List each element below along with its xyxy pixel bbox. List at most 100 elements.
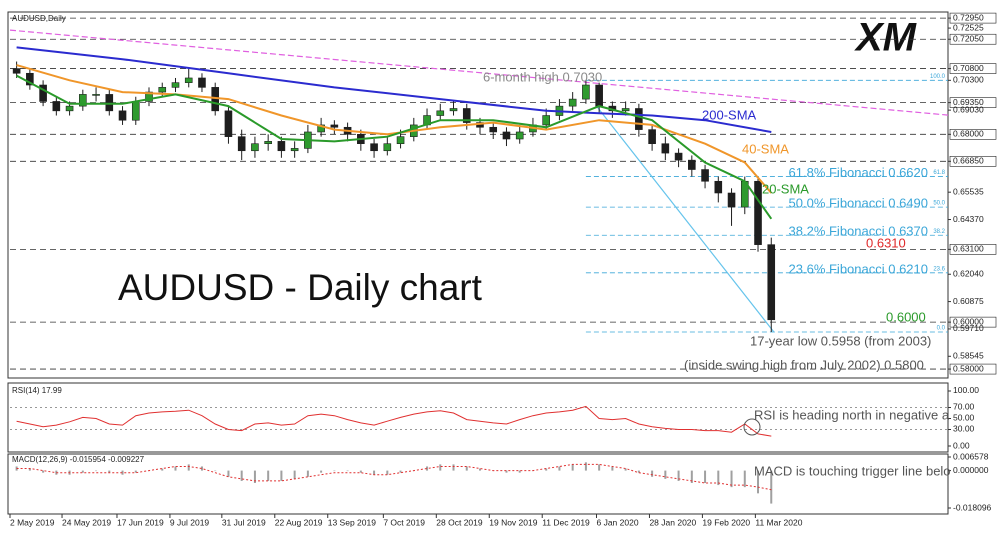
macd-bar [505,470,508,473]
sma-label: 20-SMA [762,181,809,196]
fib-tag: 100.0 [930,74,946,80]
candle-body [542,115,550,126]
y-tick-label: 0.58545 [953,351,984,361]
x-tick-label: 28 Jan 2020 [649,517,696,527]
y-tick-label: 0.60000 [953,316,984,326]
candle-body [118,110,127,121]
x-tick-label: 17 Jun 2019 [117,517,164,527]
macd-bar [584,462,587,471]
macd-bar [690,470,693,483]
rsi-title: RSI(14) 17.99 [12,386,62,395]
y-tick-label: 30.00 [953,424,975,434]
macd-bar [611,466,614,471]
y-tick-label: 0.64370 [953,214,984,224]
macd-bar [240,470,243,481]
macd-bar [651,470,654,477]
annotation: RSI is heading north in negative a [754,407,950,422]
macd-bar [306,470,309,477]
annotation: 6-month high 0.7030 [483,69,602,84]
macd-bar [426,466,429,471]
macd-bar [359,470,362,473]
x-tick-label: 19 Feb 2020 [702,517,750,527]
y-tick-label: 0.70300 [953,75,984,85]
macd-bar [730,470,733,488]
x-tick-label: 24 May 2019 [62,517,111,527]
fib-tag: 38.2 [933,229,945,235]
annotation: 0.6310 [866,235,906,250]
fib-label: 38.2% Fibonacci 0.6370 [789,224,928,239]
y-tick-label: 0.72950 [953,12,984,22]
candle-body [12,68,21,74]
y-tick-label: 100.00 [953,385,979,395]
macd-bar [571,464,574,471]
candle-body [674,152,683,161]
trendline [596,105,775,333]
fib-tag: 50.0 [933,201,945,207]
macd-bar [200,466,203,471]
macd-bar [267,470,270,481]
highlight-circle [743,418,761,436]
candle-body [171,82,180,88]
candle-body [264,141,272,145]
candle-body [290,148,299,152]
x-tick-label: 19 Nov 2019 [489,517,537,527]
macd-bar [81,470,84,473]
fib-label: 61.8% Fibonacci 0.6620 [789,165,928,180]
candle-body [26,72,34,86]
x-tick-label: 11 Dec 2019 [542,517,590,527]
candle-body [277,141,286,152]
candle-body [145,91,153,102]
macd-bar [558,466,561,471]
candle-body [767,244,776,321]
macd-bar [280,470,283,481]
candle-body [449,108,458,112]
macd-bar [386,470,389,475]
macd-bar [399,470,402,473]
fib-tag: 0.0 [937,326,946,332]
candle-body [65,105,74,112]
macd-bar [664,470,667,479]
rsi-line [16,405,772,437]
x-tick-label: 11 Mar 2020 [755,517,802,527]
y-tick-label: 0.58000 [953,363,984,373]
y-tick-label: 0.60875 [953,296,984,306]
candle-body [688,159,696,170]
y-tick-label: 0.70800 [953,63,984,73]
candle-body [661,143,670,154]
x-tick-label: 2 May 2019 [10,517,55,527]
fib-label: 50.0% Fibonacci 0.6490 [789,196,928,211]
macd-bar [465,466,468,471]
candle-body [224,110,233,137]
candle-body [489,126,498,133]
macd-bar [717,470,720,486]
candle-body [370,143,378,152]
annotation: 0.6000 [886,309,926,324]
y-tick-label: 70.00 [953,402,975,412]
chart-heading: AUDUSD - Daily chart [118,267,483,308]
y-tick-label: 0.72050 [953,33,984,43]
y-tick-label: 0.62040 [953,268,984,278]
macd-bar [743,470,746,488]
macd-bar [320,470,323,473]
y-tick-label: 0.006578 [953,451,989,461]
y-tick-label: 0.63100 [953,244,984,254]
candle-body [635,108,643,130]
candle-body [131,101,140,121]
candle-body [105,94,114,112]
candle-body [502,131,511,140]
trendline [9,29,949,116]
candle-body [595,84,603,107]
candle-body [52,101,61,112]
y-tick-label: 0.59710 [953,323,984,333]
macd-bar [452,464,455,471]
fib-label: 23.6% Fibonacci 0.6210 [789,261,928,276]
candle-body [701,169,709,182]
macd-bar [373,470,376,475]
sma-line [16,74,773,220]
logo: XM [854,16,918,60]
fib-tag: 23.6 [933,266,945,272]
macd-bar [478,468,481,471]
sma-label: 200-SMA [702,107,757,122]
macd-bar [346,470,349,472]
candle-body [582,84,590,100]
